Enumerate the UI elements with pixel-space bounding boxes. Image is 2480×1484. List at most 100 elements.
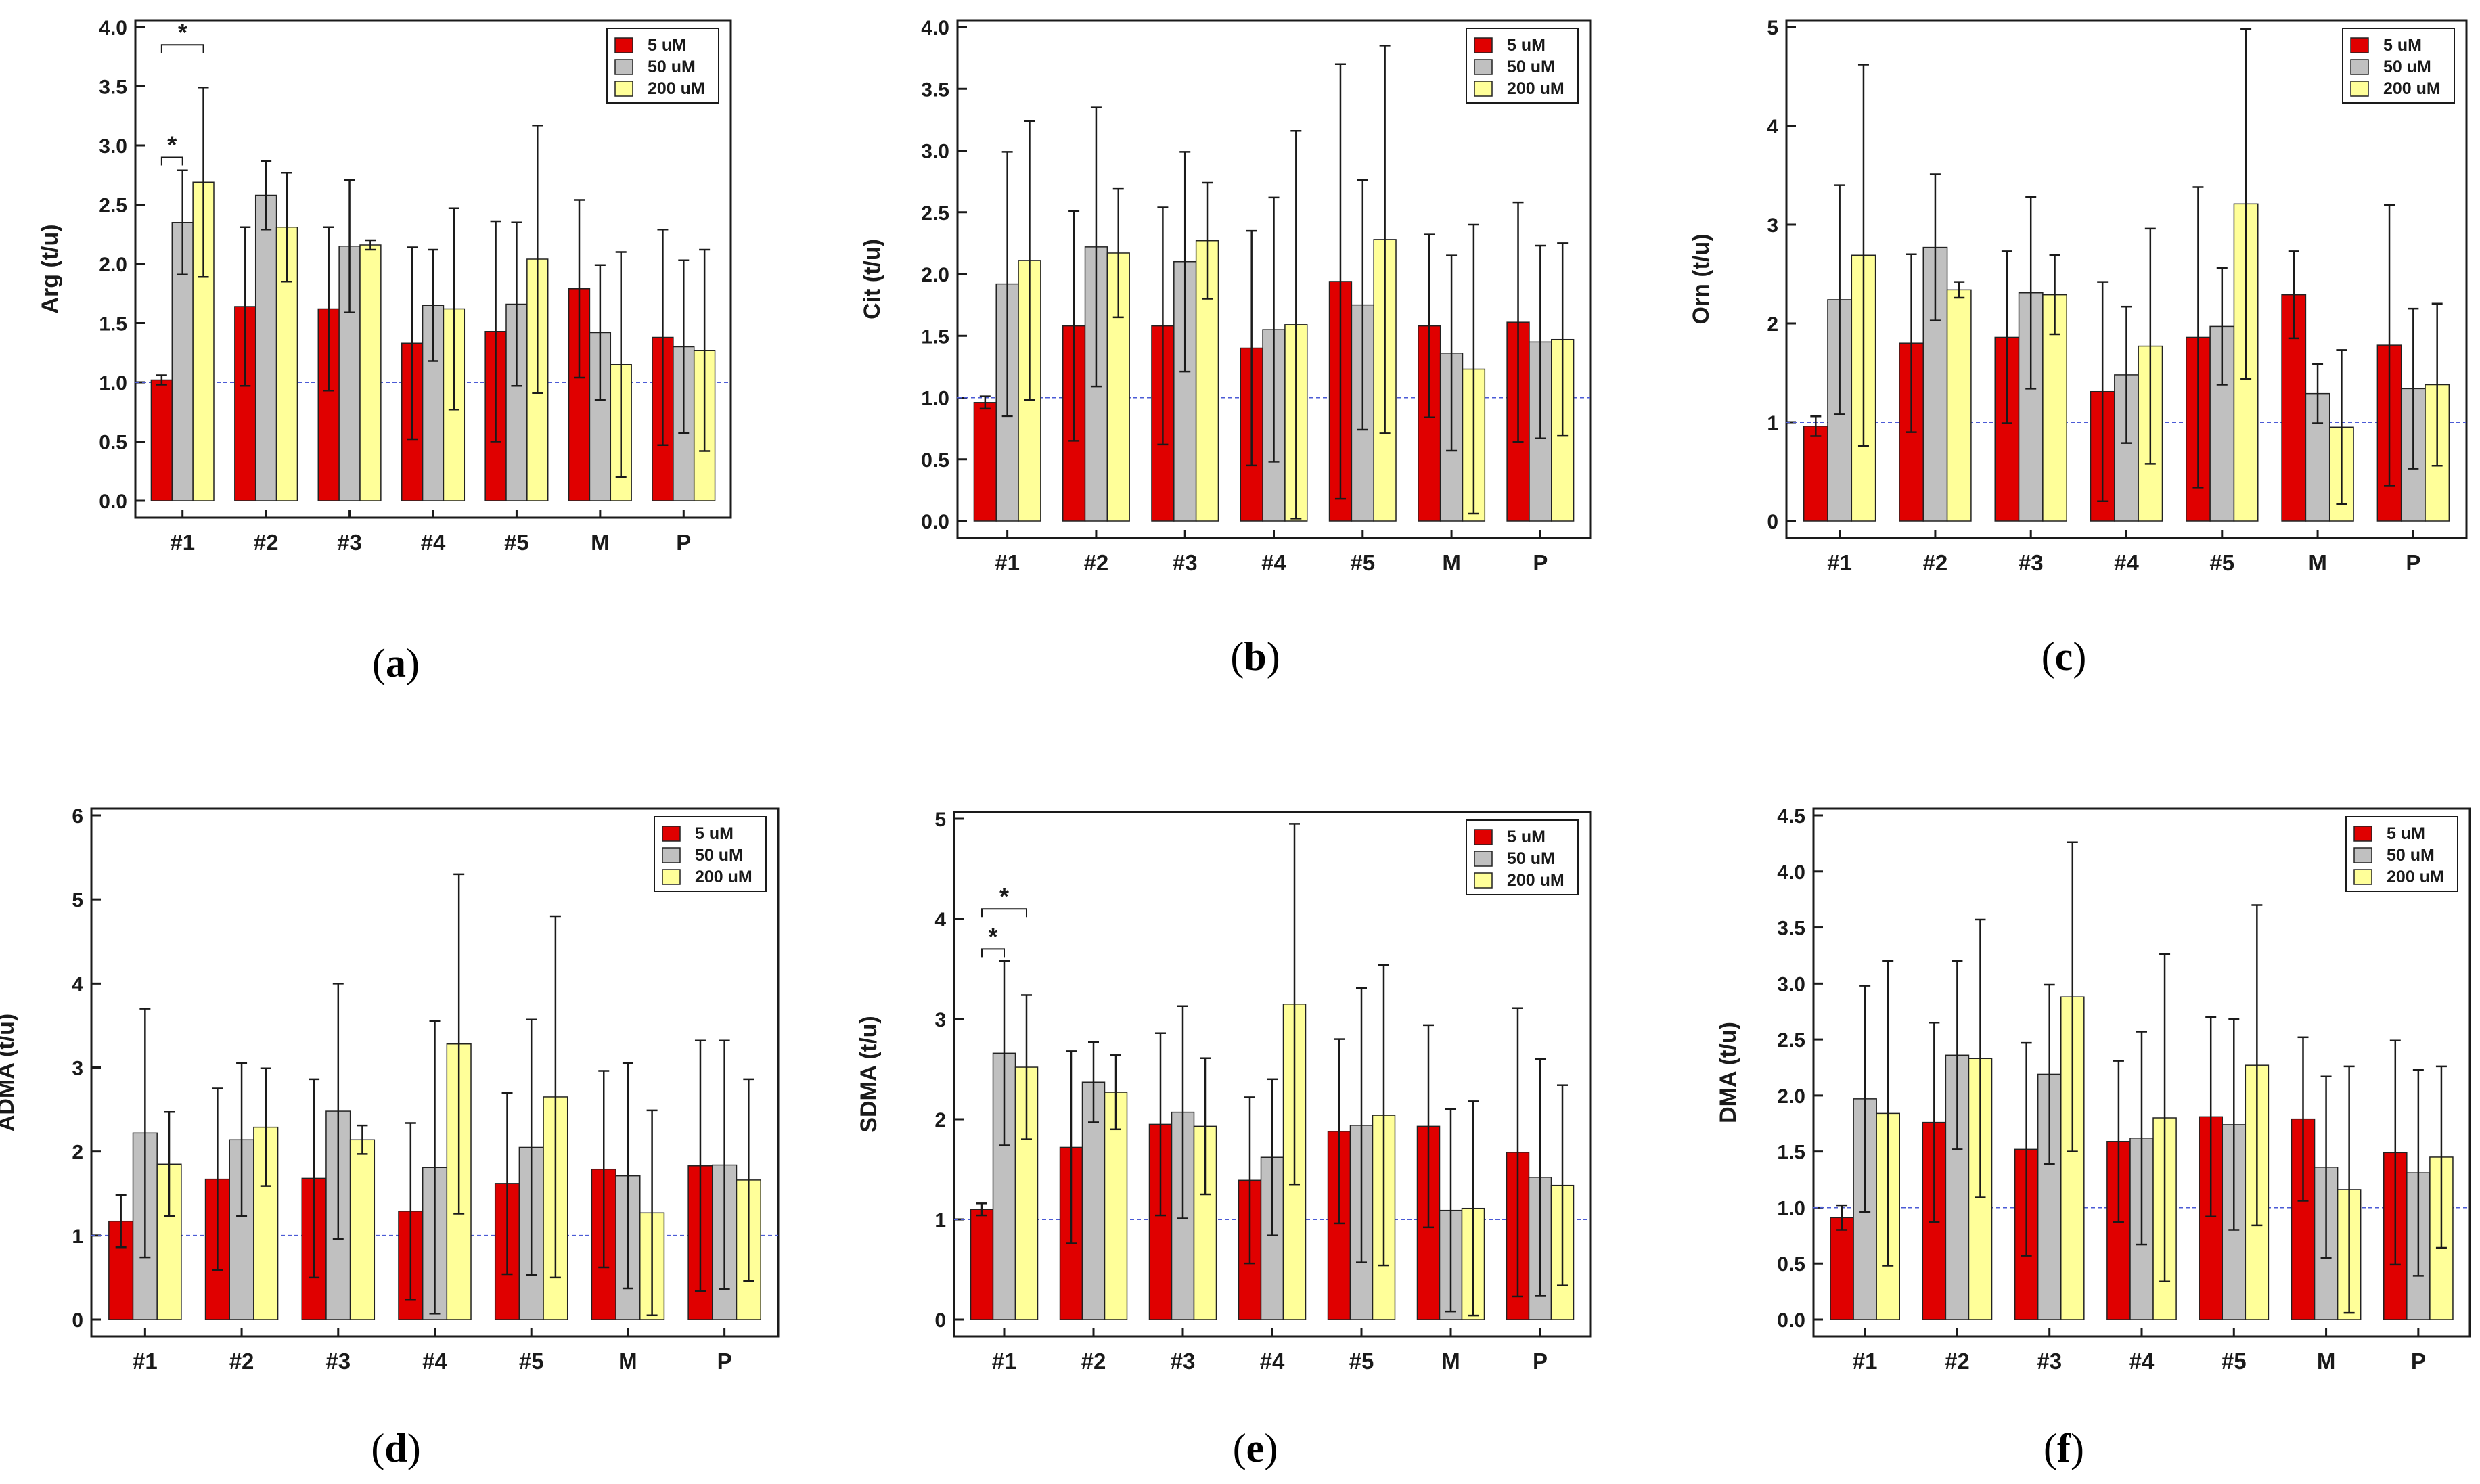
panel-b: 0.0 0.5 1.0 1.5 2.0 2.5 3.0 3.5 4.0 Cit (t/u) #1 #2… [859, 17, 1592, 679]
y-tick-label: 1.0 [99, 372, 127, 395]
y-tick-label: 2.0 [921, 264, 949, 286]
y-tick-label: 2 [72, 1142, 83, 1164]
significance-bracket [160, 44, 204, 53]
x-tick-label: #2 [254, 530, 279, 555]
panel-label: (f) [2044, 1426, 2084, 1470]
x-tick-label: M [1442, 550, 1461, 575]
legend-swatch [1474, 872, 1493, 889]
bar [1946, 289, 1972, 522]
panel-label-paren: ) [407, 1426, 421, 1470]
y-tick-label: 3 [1767, 215, 1778, 237]
y-tick-label: 2.5 [99, 195, 127, 217]
x-tick-label: #2 [229, 1349, 254, 1374]
panel-label-letter: f [2057, 1426, 2071, 1470]
y-tick-label: 5 [72, 889, 83, 912]
panel-a: 0.0 0.5 1.0 1.5 2.0 2.5 3.0 3.5 4.0 Arg (t/u) #1 #2… [37, 17, 732, 685]
y-tick-label: 3 [934, 1009, 946, 1031]
x-tick-label: #2 [1081, 1349, 1106, 1374]
y-tick-label: 0.0 [1777, 1309, 1805, 1332]
y-tick-label: 3.0 [99, 135, 127, 158]
panel-label-paren: ( [372, 641, 386, 685]
y-tick-label: 0 [934, 1309, 946, 1332]
y-tick-label: 4.0 [1777, 861, 1805, 884]
x-tick-label: #2 [1923, 550, 1948, 575]
x-tick-label: #1 [133, 1349, 158, 1374]
x-tick-label: #3 [325, 1349, 351, 1374]
panel-label: (a) [372, 641, 420, 685]
x-tick-label: #4 [422, 1349, 447, 1374]
legend-label: 5 uM [695, 824, 734, 843]
legend: 5 uM 50 uM 200 uM [2342, 28, 2455, 104]
y-tick-label: 1.0 [921, 388, 949, 410]
bar [156, 1163, 182, 1320]
x-tick-label: M [2308, 550, 2327, 575]
legend-label: 5 uM [648, 36, 686, 55]
x-tick-label: #4 [421, 530, 446, 555]
x-tick-label: M [1441, 1349, 1460, 1374]
y-tick-label: 1 [934, 1209, 946, 1232]
y-tick-label: 2.5 [921, 202, 949, 225]
x-tick-label: #5 [504, 530, 529, 555]
y-tick-label: 4 [1767, 116, 1778, 138]
y-tick-label: 5 [934, 809, 946, 831]
y-tick-label: 0 [72, 1309, 83, 1332]
x-tick-label: #5 [2222, 1349, 2247, 1374]
bar [359, 244, 382, 501]
y-tick-label: 0 [1767, 511, 1778, 533]
x-tick-label: #3 [2037, 1349, 2062, 1374]
legend-swatch [1474, 81, 1493, 97]
panel-label: (e) [1233, 1426, 1278, 1470]
x-tick-label: P [2406, 550, 2420, 575]
panel-label-paren: ( [371, 1426, 384, 1470]
y-tick-label: 4.5 [1777, 805, 1805, 828]
x-tick-label: #5 [1349, 1349, 1374, 1374]
legend-swatch [662, 847, 681, 863]
legend-label: 200 uM [1507, 871, 1564, 890]
x-tick-label: P [2411, 1349, 2426, 1374]
panel-d: 0 1 2 3 4 5 6 ADMA (t/u) #1 #2 #3 #4 #5 M P 5 uM 50 uM 20… [0, 805, 780, 1470]
panel-label-paren: ( [2044, 1426, 2057, 1470]
panel-f: 0.0 0.5 1.0 1.5 2.0 2.5 3.0 3.5 4.0 4.5 DMA (t/u) #… [1715, 805, 2471, 1470]
y-axis-title: SDMA (t/u) [856, 1016, 882, 1132]
legend: 5 uM 50 uM 200 uM [1466, 819, 1579, 895]
panel-label-letter: a [386, 641, 406, 685]
y-tick-label: 5 [1767, 17, 1778, 39]
panel-label-paren: ) [1264, 1426, 1278, 1470]
panel-label-letter: b [1244, 634, 1266, 679]
legend-swatch [2350, 37, 2369, 53]
legend-swatch [614, 81, 633, 97]
y-tick-label: 4.0 [99, 17, 127, 39]
x-tick-label: M [591, 530, 610, 555]
y-tick-label: 1.5 [921, 325, 949, 348]
legend-label: 200 uM [648, 79, 705, 98]
legend-swatch [2353, 847, 2372, 863]
x-tick-label: P [1533, 550, 1548, 575]
y-tick-label: 3.5 [99, 76, 127, 99]
panel-e: 0 1 2 3 4 5 SDMA (t/u) #1 #2 #3 #4 #5 M P ** 5 uM 50 uM 2… [856, 809, 1592, 1470]
legend-swatch [614, 37, 633, 53]
significance-star: * [988, 922, 997, 950]
panel-label-paren: ) [1267, 634, 1280, 679]
panel-label-letter: c [2055, 634, 2073, 679]
panel-label-paren: ) [2071, 1426, 2084, 1470]
legend-swatch [2350, 59, 2369, 75]
bar [970, 1209, 994, 1320]
panel-label-paren: ( [1230, 634, 1244, 679]
bar [150, 379, 173, 501]
legend-label: 200 uM [2387, 868, 2444, 886]
y-tick-label: 6 [72, 805, 83, 828]
x-tick-label: #5 [1350, 550, 1375, 575]
legend-label: 200 uM [1507, 79, 1564, 98]
x-tick-label: #4 [1260, 1349, 1285, 1374]
y-tick-label: 1 [1767, 412, 1778, 434]
legend-label: 200 uM [695, 868, 752, 886]
y-tick-label: 2.0 [99, 254, 127, 276]
y-tick-label: 1.5 [99, 313, 127, 336]
legend-label: 50 uM [1507, 849, 1555, 868]
legend-swatch [614, 59, 633, 75]
x-tick-label: #4 [2114, 550, 2139, 575]
x-tick-label: #2 [1084, 550, 1109, 575]
y-tick-label: 3.5 [1777, 918, 1805, 940]
legend-label: 50 uM [695, 846, 743, 865]
